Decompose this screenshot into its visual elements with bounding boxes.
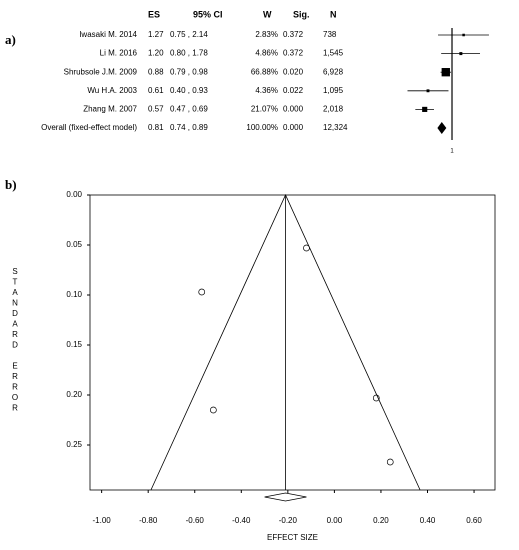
study-point xyxy=(303,244,310,252)
effect-square xyxy=(426,89,430,93)
es-value: 0.88 xyxy=(148,67,164,76)
x-tick-label: 0.20 xyxy=(373,516,389,525)
x-tick-label: -1.00 xyxy=(93,516,112,525)
ci-value: 0.75 , 2.14 xyxy=(170,30,208,39)
column-header: N xyxy=(330,9,337,19)
y-tick-label: 0.00 xyxy=(66,190,82,199)
ci-value: 0.79 , 0.98 xyxy=(170,67,208,76)
effect-square xyxy=(422,106,428,112)
sig-value: 0.372 xyxy=(283,30,304,39)
n-value: 738 xyxy=(323,30,337,39)
weight-value: 100.00% xyxy=(246,123,278,132)
n-value: 6,928 xyxy=(323,67,344,76)
effect-square xyxy=(441,68,450,77)
column-header: W xyxy=(263,9,272,19)
y-tick-label: 0.20 xyxy=(66,390,82,399)
sig-value: 0.020 xyxy=(283,67,304,76)
effect-square xyxy=(459,52,463,56)
study-name: Wu H.A. 2003 xyxy=(87,86,137,95)
study-name: Li M. 2016 xyxy=(100,49,138,58)
pooled-diamond xyxy=(264,492,307,502)
weight-value: 21.07% xyxy=(251,105,278,114)
ci-value: 0.80 , 1.78 xyxy=(170,49,208,58)
x-tick-label: 0.40 xyxy=(420,516,436,525)
weight-value: 66.88% xyxy=(251,67,278,76)
study-name: Overall (fixed-effect model) xyxy=(41,123,137,132)
y-tick-label: 0.10 xyxy=(66,290,82,299)
study-point xyxy=(198,288,206,296)
x-tick-label: -0.60 xyxy=(186,516,205,525)
study-name: Iwasaki M. 2014 xyxy=(79,30,137,39)
x-tick-label: -0.80 xyxy=(139,516,158,525)
weight-value: 4.36% xyxy=(255,86,278,95)
x-axis-label: EFFECT SIZE xyxy=(267,533,318,542)
y-tick-label: 0.15 xyxy=(66,340,82,349)
n-value: 1,095 xyxy=(323,86,344,95)
sig-value: 0.372 xyxy=(283,49,304,58)
column-header: 95% CI xyxy=(193,9,223,19)
n-value: 2,018 xyxy=(323,105,344,114)
es-value: 1.27 xyxy=(148,30,164,39)
es-value: 0.81 xyxy=(148,123,164,132)
es-value: 0.57 xyxy=(148,105,164,114)
panel-label: a) xyxy=(5,32,16,47)
n-value: 12,324 xyxy=(323,123,348,132)
column-header: Sig. xyxy=(293,9,310,19)
ci-value: 0.40 , 0.93 xyxy=(170,86,208,95)
x-tick-label: -0.20 xyxy=(279,516,298,525)
x-tick-label: 0.00 xyxy=(327,516,343,525)
study-point xyxy=(372,394,380,402)
effect-square xyxy=(462,33,465,37)
weight-value: 4.86% xyxy=(255,49,278,58)
x-tick-label: -0.40 xyxy=(232,516,251,525)
x-tick-label: 1 xyxy=(450,149,454,155)
overall-diamond xyxy=(437,122,447,134)
es-value: 0.61 xyxy=(148,86,164,95)
plot-frame xyxy=(89,194,496,491)
study-point xyxy=(386,458,394,466)
weight-value: 2.83% xyxy=(255,30,278,39)
study-point xyxy=(210,406,217,414)
n-value: 1,545 xyxy=(323,49,344,58)
y-tick-label: 0.25 xyxy=(66,440,82,449)
es-value: 1.20 xyxy=(148,49,164,58)
ci-value: 0.47 , 0.69 xyxy=(170,105,208,114)
study-name: Shrubsole J.M. 2009 xyxy=(64,67,138,76)
sig-value: 0.022 xyxy=(283,86,304,95)
y-tick-label: 0.05 xyxy=(66,240,82,249)
sig-value: 0.000 xyxy=(283,123,304,132)
ci-value: 0.74 , 0.89 xyxy=(170,123,208,132)
sig-value: 0.000 xyxy=(283,105,304,114)
column-header: ES xyxy=(148,9,160,19)
study-name: Zhang M. 2007 xyxy=(83,105,137,114)
funnel-line xyxy=(150,194,421,491)
x-tick-label: 0.60 xyxy=(466,516,482,525)
panel-label: b) xyxy=(5,177,17,192)
